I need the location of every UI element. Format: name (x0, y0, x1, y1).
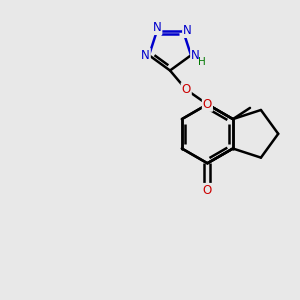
Text: N: N (183, 24, 192, 37)
Text: N: N (153, 21, 161, 34)
Text: O: O (182, 83, 191, 96)
Text: H: H (198, 57, 206, 67)
Text: N: N (141, 49, 150, 62)
Text: N: N (191, 49, 200, 62)
Text: O: O (203, 184, 212, 197)
Text: O: O (203, 98, 212, 111)
